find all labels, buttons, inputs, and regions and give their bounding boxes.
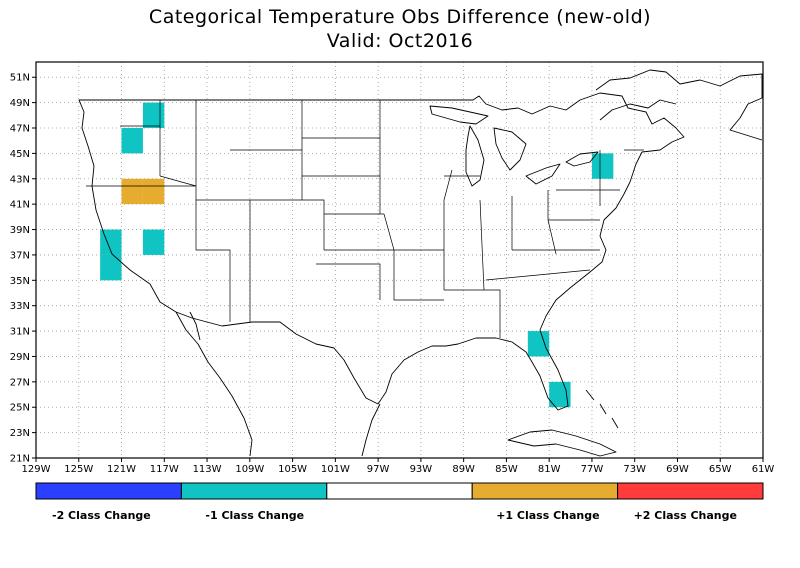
axis-ticks: 129W 125W 121W 117W 113W 109W 105W 101W 97W 93W 89…	[10, 73, 775, 475]
map-subtitle: Valid: Oct2016	[326, 30, 474, 52]
canada-coast	[595, 69, 763, 141]
legend-swatch	[326, 482, 473, 500]
difference-cell	[100, 229, 122, 255]
map-frame	[35, 61, 764, 459]
lon-tick-label: 113W	[193, 464, 222, 475]
difference-cell	[142, 229, 165, 255]
legend-swatch	[180, 482, 328, 500]
legend-label: -1 Class Change	[205, 509, 305, 522]
legend-label: -2 Class Change	[52, 509, 151, 522]
great-lakes-huron	[493, 127, 527, 171]
great-lakes-michigan	[465, 125, 485, 187]
lat-tick-label: 51N	[10, 73, 30, 84]
difference-cell	[121, 178, 143, 205]
lon-tick-label: 109W	[235, 464, 264, 475]
lon-tick-label: 73W	[623, 464, 646, 475]
lat-tick-label: 25N	[10, 403, 30, 414]
lon-tick-label: 129W	[22, 464, 51, 475]
lat-tick-label: 43N	[10, 174, 30, 185]
legend-swatch	[617, 482, 764, 500]
great-lakes-ontario	[565, 151, 599, 167]
lat-tick-label: 45N	[10, 149, 30, 160]
difference-cell	[591, 153, 614, 179]
lat-tick-label: 31N	[10, 327, 30, 338]
map-border	[35, 61, 764, 459]
lon-tick-label: 65W	[709, 464, 732, 475]
map-title: Categorical Temperature Obs Difference (…	[148, 6, 652, 28]
legend-label: +2 Class Change	[633, 509, 737, 522]
difference-cells	[100, 102, 614, 408]
great-lakes-superior	[429, 105, 489, 125]
lon-tick-label: 125W	[64, 464, 93, 475]
mexico-coast	[175, 311, 381, 457]
difference-cell	[142, 178, 165, 205]
difference-cell	[100, 254, 122, 281]
difference-cell	[527, 331, 550, 357]
lon-tick-label: 121W	[107, 464, 136, 475]
lon-tick-label: 97W	[367, 464, 390, 475]
lon-tick-label: 93W	[410, 464, 433, 475]
us-boundary	[78, 92, 685, 411]
legend-swatch	[471, 482, 619, 500]
legend-colorbar	[35, 482, 764, 500]
lon-tick-label: 101W	[321, 464, 350, 475]
legend-swatch	[35, 482, 182, 500]
legend-label: +1 Class Change	[496, 509, 600, 522]
difference-cell	[142, 102, 165, 128]
lon-tick-label: 117W	[150, 464, 179, 475]
lon-tick-label: 69W	[666, 464, 689, 475]
lat-tick-label: 33N	[10, 301, 30, 312]
state-lines	[86, 100, 644, 338]
lon-tick-label: 61W	[752, 464, 775, 475]
difference-cell	[121, 128, 143, 154]
lon-tick-label: 89W	[452, 464, 475, 475]
lon-tick-label: 105W	[278, 464, 307, 475]
cuba-coast	[507, 429, 617, 457]
lat-tick-label: 23N	[10, 428, 30, 439]
lat-tick-label: 21N	[10, 454, 30, 465]
great-lakes-erie	[525, 163, 561, 185]
lat-tick-label: 47N	[10, 124, 30, 135]
lat-tick-label: 39N	[10, 225, 30, 236]
lat-tick-label: 41N	[10, 200, 30, 211]
bahamas	[585, 389, 619, 429]
lat-tick-label: 37N	[10, 250, 30, 261]
lat-tick-label: 49N	[10, 98, 30, 109]
lon-tick-label: 77W	[581, 464, 604, 475]
lon-tick-label: 81W	[538, 464, 561, 475]
us-state-outlines	[78, 69, 763, 457]
lat-tick-label: 35N	[10, 276, 30, 287]
lat-tick-label: 29N	[10, 352, 30, 363]
lon-tick-label: 85W	[495, 464, 518, 475]
lat-tick-label: 27N	[10, 377, 30, 388]
